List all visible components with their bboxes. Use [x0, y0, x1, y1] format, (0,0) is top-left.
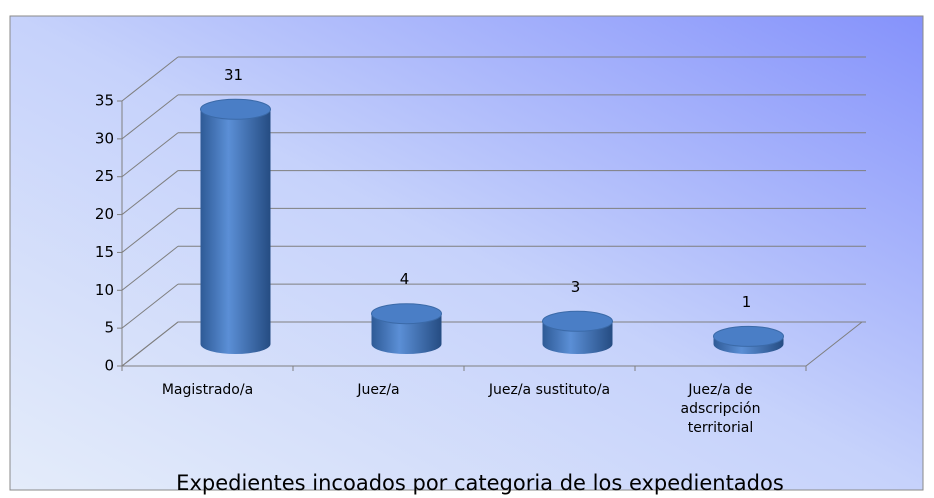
- y-tick-label: 30: [95, 129, 114, 147]
- x-tick-label: Juez/a: [357, 382, 400, 398]
- y-tick-label: 0: [104, 357, 114, 375]
- bar: [200, 98, 271, 355]
- y-tick-label: 5: [104, 319, 114, 337]
- x-tick-label: Magistrado/a: [161, 382, 254, 398]
- grid-line-side: [121, 321, 179, 367]
- data-label: 31: [224, 66, 243, 84]
- y-tick-label: 10: [95, 281, 114, 299]
- y-tick-label: 25: [95, 167, 114, 185]
- x-tick-label: Juez/a sustituto/a: [488, 382, 611, 398]
- grid-line-side: [121, 94, 179, 140]
- y-tick-label: 20: [95, 205, 114, 223]
- x-tick-label: Juez/a de adscripción territorial: [680, 382, 761, 436]
- bar: [542, 310, 613, 354]
- y-tick-label: 35: [95, 92, 114, 110]
- bar: [713, 325, 784, 354]
- grid-line-side: [121, 56, 179, 102]
- data-label: 1: [742, 293, 752, 311]
- grid-line-side: [121, 245, 179, 291]
- bar: [371, 303, 442, 354]
- grid-line-side: [121, 208, 179, 253]
- grid-line-side: [121, 170, 179, 215]
- grid-line-side: [121, 283, 179, 329]
- bar-top: [200, 98, 271, 120]
- bar-top: [371, 303, 442, 325]
- y-tick-label: 15: [95, 243, 114, 261]
- bar-top: [542, 310, 613, 332]
- chart-background: [9, 15, 924, 491]
- data-label: 4: [400, 270, 410, 288]
- chart-title: Expedientes incoados por categoria de lo…: [176, 471, 784, 495]
- grid-line-side: [121, 132, 179, 178]
- bar-body: [371, 313, 442, 354]
- bar-body: [200, 109, 271, 355]
- data-label: 3: [571, 278, 581, 296]
- bar-top: [713, 325, 784, 347]
